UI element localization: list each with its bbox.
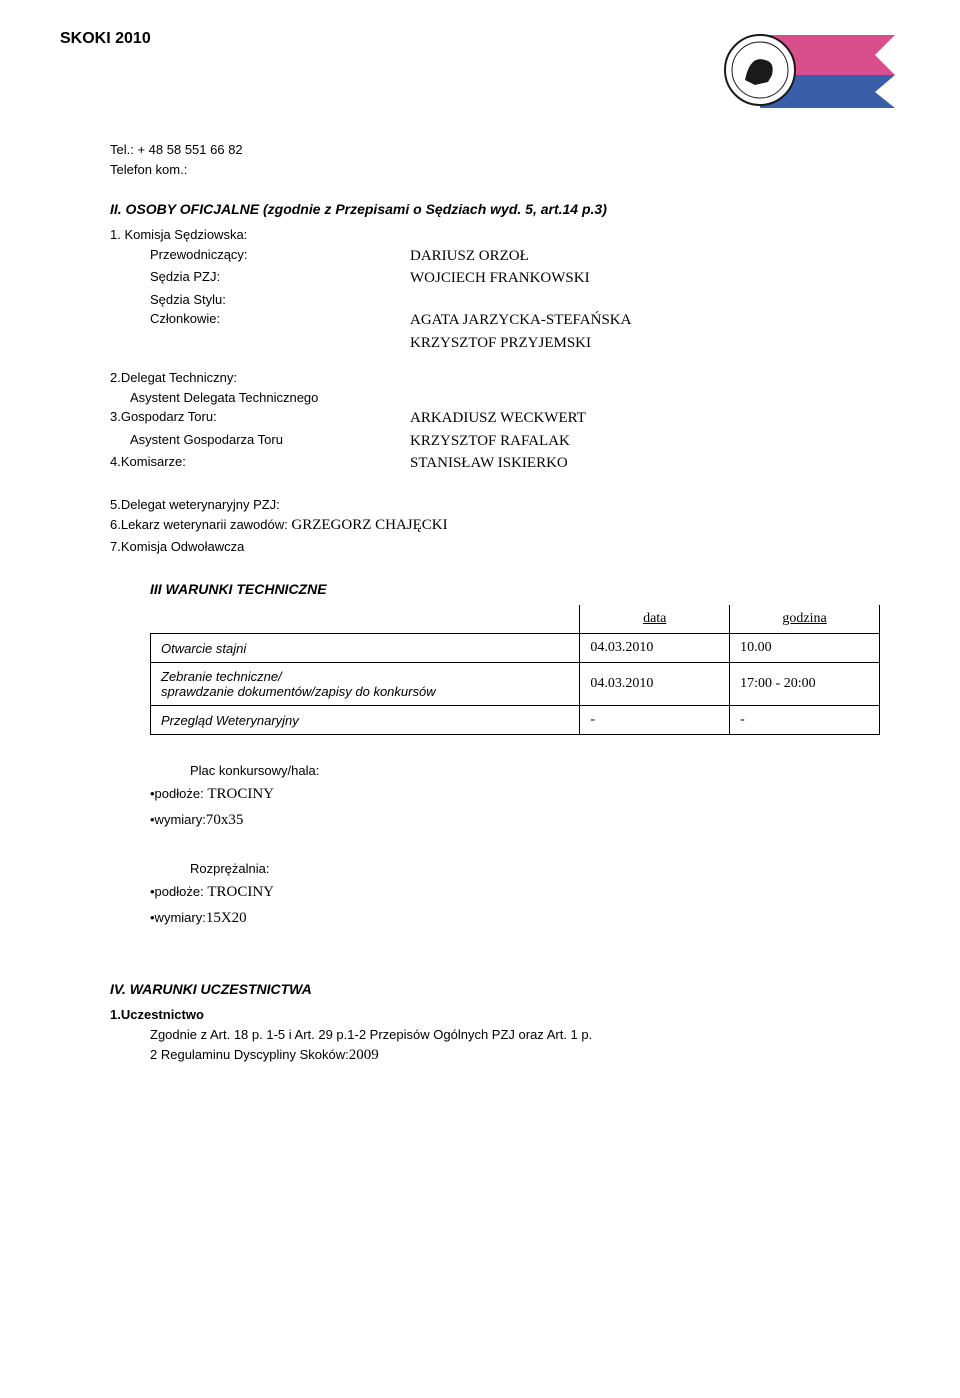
item3-row: 3.Gospodarz Toru:ARKADIUSZ WECKWERT [60,407,900,430]
row-label [150,332,410,355]
item6: 6.Lekarz weterynarii zawodów: GRZEGORZ C… [110,514,900,537]
row-label: Sędzia PZJ: [150,267,410,290]
tel-line: Tel.: + 48 58 551 66 82 [110,140,900,160]
facility2-title: Rozprężalnia: [190,858,900,880]
row-value: KRZYSZTOF RAFALAK [410,430,570,453]
komisja-row: Członkowie:AGATA JARZYCKA-STEFAŃSKA [60,309,900,332]
row-value: WOJCIECH FRANKOWSKI [410,267,590,290]
row-label: Sędzia Stylu: [150,290,410,310]
row-time: - [730,706,880,735]
item7: 7.Komisja Odwoławcza [110,537,900,557]
item2-line2: Asystent Delegata Technicznego [130,388,900,408]
row-label: 3.Gospodarz Toru: [110,407,410,430]
facility2-floor: •podłoże: TROCINY [150,880,900,906]
row-name: Przegląd Weterynaryjny [151,706,580,735]
row-label: 4.Komisarze: [110,452,410,475]
item6-value: GRZEGORZ CHAJĘCKI [291,517,447,533]
facility2: Rozprężalnia: •podłoże: TROCINY •wymiary… [150,858,900,931]
floor-value: TROCINY [207,884,274,900]
row-date: 04.03.2010 [580,663,730,706]
header-title: SKOKI 2010 [60,30,151,48]
table-header-row: data godzina [151,605,880,634]
komisja-row: KRZYSZTOF PRZYJEMSKI [60,332,900,355]
item1-title: 1. Komisja Sędziowska: [110,225,900,245]
floor-value: TROCINY [207,786,274,802]
dims-label: •wymiary: [150,812,206,827]
row-date: 04.03.2010 [580,634,730,663]
item4-row: 4.Komisarze:STANISŁAW ISKIERKO [60,452,900,475]
organization-logo [710,30,900,110]
section4-heading: IV. WARUNKI UCZESTNICTWA [110,981,900,997]
floor-label: •podłoże: [150,884,204,899]
facility1-title: Plac konkursowy/hala: [190,760,900,782]
tel-label: Tel.: [110,142,134,157]
row-value: DARIUSZ ORZOŁ [410,245,529,268]
sub1-line2-pre: 2 Regulaminu Dyscypliny Skoków: [150,1047,349,1062]
row-name: Zebranie techniczne/ sprawdzanie dokumen… [151,663,580,706]
row-value: AGATA JARZYCKA-STEFAŃSKA [410,309,631,332]
row-time: 10.00 [730,634,880,663]
row-label: Członkowie: [150,309,410,332]
row-label: Przewodniczący: [150,245,410,268]
table-row: Przegląd Weterynaryjny - - [151,706,880,735]
facility1-dims: •wymiary:70x35 [150,808,900,834]
komisja-row: Sędzia Stylu: [60,290,900,310]
section2-heading: II. OSOBY OFICJALNE (zgodnie z Przepisam… [110,201,900,217]
sub1-line: Zgodnie z Art. 18 p. 1-5 i Art. 29 p.1-2… [150,1025,900,1045]
empty-header [151,605,580,634]
col-date-header: data [580,605,730,634]
row-value: STANISŁAW ISKIERKO [410,452,568,475]
sub1-line2-suf: 2009 [349,1047,379,1063]
item6-label: 6.Lekarz weterynarii zawodów: [110,517,288,532]
table-row: Otwarcie stajni 04.03.2010 10.00 [151,634,880,663]
floor-label: •podłoże: [150,786,204,801]
row-time: 17:00 - 20:00 [730,663,880,706]
section3-heading: III WARUNKI TECHNICZNE [150,581,900,597]
row-date: - [580,706,730,735]
row-value: ARKADIUSZ WECKWERT [410,407,586,430]
row-value: KRZYSZTOF PRZYJEMSKI [410,332,591,355]
row-label: Asystent Gospodarza Toru [130,430,410,453]
item2-line1: 2.Delegat Techniczny: [110,368,900,388]
dims-value: 70x35 [206,812,244,828]
item3-row: Asystent Gospodarza ToruKRZYSZTOF RAFALA… [60,430,900,453]
tel-value: + 48 58 551 66 82 [137,142,242,157]
facility2-dims: •wymiary:15X20 [150,906,900,932]
komisja-row: Przewodniczący:DARIUSZ ORZOŁ [60,245,900,268]
komisja-row: Sędzia PZJ:WOJCIECH FRANKOWSKI [60,267,900,290]
telkom-line: Telefon kom.: [110,160,900,180]
page-header: SKOKI 2010 [60,30,900,110]
schedule-table: data godzina Otwarcie stajni 04.03.2010 … [150,605,880,735]
table-row: Zebranie techniczne/ sprawdzanie dokumen… [151,663,880,706]
facility1-floor: •podłoże: TROCINY [150,782,900,808]
dims-value: 15X20 [206,910,247,926]
contact-block: Tel.: + 48 58 551 66 82 Telefon kom.: [110,140,900,179]
dims-label: •wymiary: [150,910,206,925]
col-time-header: godzina [730,605,880,634]
row-name: Otwarcie stajni [151,634,580,663]
sub1-title: 1.Uczestnictwo [110,1005,900,1025]
facility1: Plac konkursowy/hala: •podłoże: TROCINY … [150,760,900,833]
sub1-line2: 2 Regulaminu Dyscypliny Skoków:2009 [150,1044,900,1067]
item5: 5.Delegat weterynaryjny PZJ: [110,495,900,515]
